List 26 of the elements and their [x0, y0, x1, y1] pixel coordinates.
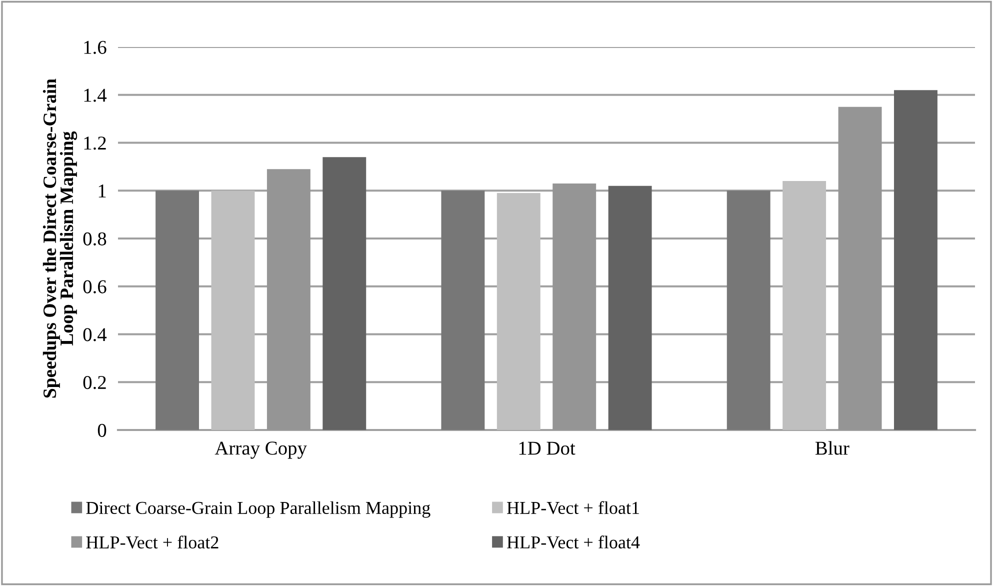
bar: [322, 157, 366, 430]
legend-label: HLP-Vect + float2: [86, 536, 218, 549]
bar: [608, 186, 652, 430]
y-tick-label: 0.8: [83, 232, 106, 246]
bar: [211, 190, 255, 430]
y-tick-label: 1: [98, 184, 106, 198]
legend-label: HLP-Vect + float4: [507, 536, 640, 549]
y-tick-label: 0.4: [83, 328, 107, 342]
y-tick-label: 0.6: [83, 280, 106, 294]
bar: [894, 90, 938, 430]
legend-label: Direct Coarse-Grain Loop Parallelism Mapping: [86, 501, 430, 518]
x-tick-label: Blur: [815, 441, 850, 455]
bar: [782, 181, 826, 430]
bar: [441, 190, 485, 430]
y-tick-label: 0.2: [83, 376, 106, 390]
bar: [156, 190, 199, 430]
legend-label: HLP-Vect + float1: [507, 501, 639, 514]
y-tick-label: 1.4: [84, 88, 107, 102]
bar: [726, 190, 770, 430]
y-tick-label: 1.6: [84, 40, 106, 54]
x-tick-label: 1D Dot: [519, 442, 576, 455]
y-axis-title: Speedups Over the Direct Coarse-Grain Loop Parallelism Mapping: [42, 78, 78, 398]
y-tick-label: 0: [98, 424, 106, 437]
y-tick-label: 1.2: [84, 136, 106, 150]
x-tick-label: Array Copy: [214, 442, 307, 459]
bar: [496, 193, 540, 430]
